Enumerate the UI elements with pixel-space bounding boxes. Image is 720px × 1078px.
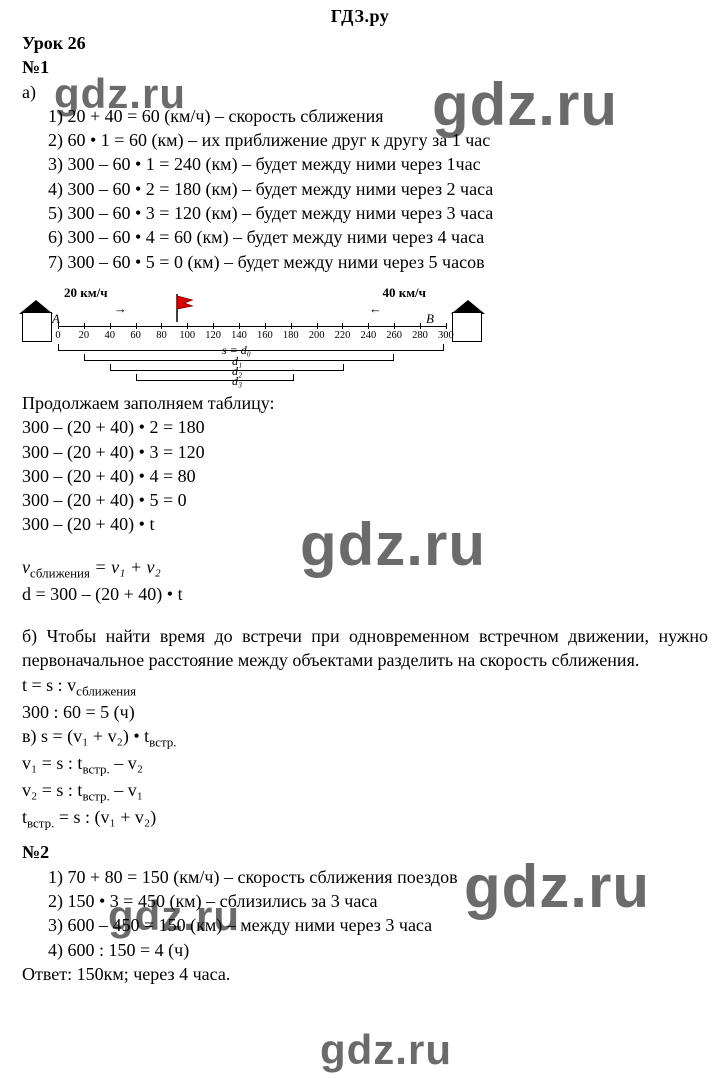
number-line: 0 20 40 60 80 100 120 140 160 180 200 22… bbox=[58, 326, 446, 344]
watermark: gdz.ru bbox=[320, 1026, 452, 1074]
table-line: 300 – (20 + 40) • 2 = 180 bbox=[22, 415, 708, 439]
part-b-text: б) Чтобы найти время до встречи при одно… bbox=[22, 624, 708, 673]
house-left bbox=[22, 312, 52, 342]
speed-left: 20 км/ч bbox=[64, 284, 108, 302]
speed-right: 40 км/ч bbox=[382, 284, 426, 302]
part-a-label: а) bbox=[22, 80, 708, 104]
v-line3: v₂ = s : tвстр. – v₁ bbox=[22, 778, 708, 805]
a-line: 7) 300 – 60 • 5 = 0 (км) – будет между н… bbox=[48, 250, 708, 274]
b-calc: 300 : 60 = 5 (ч) bbox=[22, 700, 708, 724]
a-line: 5) 300 – 60 • 3 = 120 (км) – будет между… bbox=[48, 201, 708, 225]
a-line: 2) 60 • 1 = 60 (км) – их приближение дру… bbox=[48, 128, 708, 152]
bracket-d2 bbox=[110, 364, 344, 371]
a-line: 3) 300 – 60 • 1 = 240 (км) – будет между… bbox=[48, 152, 708, 176]
task2-label: №2 bbox=[22, 840, 708, 864]
a-line: 4) 300 – 60 • 2 = 180 (км) – будет между… bbox=[48, 177, 708, 201]
table-line: 300 – (20 + 40) • 3 = 120 bbox=[22, 440, 708, 464]
bracket-d0 bbox=[58, 344, 444, 351]
bracket-d3 bbox=[136, 374, 294, 381]
t2-line: 2) 150 • 3 = 450 (км) – сблизились за 3 … bbox=[48, 889, 708, 913]
task1-label: №1 bbox=[22, 55, 708, 79]
b-formula: t = s : vсближения bbox=[22, 673, 708, 700]
t2-answer: Ответ: 150км; через 4 часа. bbox=[22, 962, 708, 986]
formula-v: vсближения = v₁ + v₂ bbox=[22, 555, 708, 582]
site-header: ГДЗ.ру bbox=[0, 0, 720, 31]
part-v: в) s = (v₁ + v₂) • tвстр. bbox=[22, 724, 708, 751]
label-b: B bbox=[426, 310, 434, 328]
t2-line: 1) 70 + 80 = 150 (км/ч) – скорость сближ… bbox=[48, 865, 708, 889]
table-line: 300 – (20 + 40) • t bbox=[22, 512, 708, 536]
number-line-diagram: 20 км/ч 40 км/ч → ← A B 0 20 40 60 80 10… bbox=[22, 282, 482, 387]
lesson-title: Урок 26 bbox=[22, 31, 708, 55]
formula-d: d = 300 – (20 + 40) • t bbox=[22, 582, 708, 606]
v-line4: tвстр. = s : (v₁ + v₂) bbox=[22, 805, 708, 832]
t2-line: 4) 600 : 150 = 4 (ч) bbox=[48, 938, 708, 962]
flag-icon bbox=[174, 294, 194, 322]
table-line: 300 – (20 + 40) • 5 = 0 bbox=[22, 488, 708, 512]
v-line2: v₁ = s : tвстр. – v₂ bbox=[22, 751, 708, 778]
house-right bbox=[452, 312, 482, 342]
page-content: Урок 26 №1 а) 1) 20 + 40 = 60 (км/ч) – с… bbox=[0, 31, 720, 986]
t2-line: 3) 600 – 450 = 150 (км) – между ними чер… bbox=[48, 913, 708, 937]
a-line: 1) 20 + 40 = 60 (км/ч) – скорость сближе… bbox=[48, 104, 708, 128]
table-line: 300 – (20 + 40) • 4 = 80 bbox=[22, 464, 708, 488]
a-line: 6) 300 – 60 • 4 = 60 (км) – будет между … bbox=[48, 225, 708, 249]
table-intro: Продолжаем заполняем таблицу: bbox=[22, 391, 708, 415]
